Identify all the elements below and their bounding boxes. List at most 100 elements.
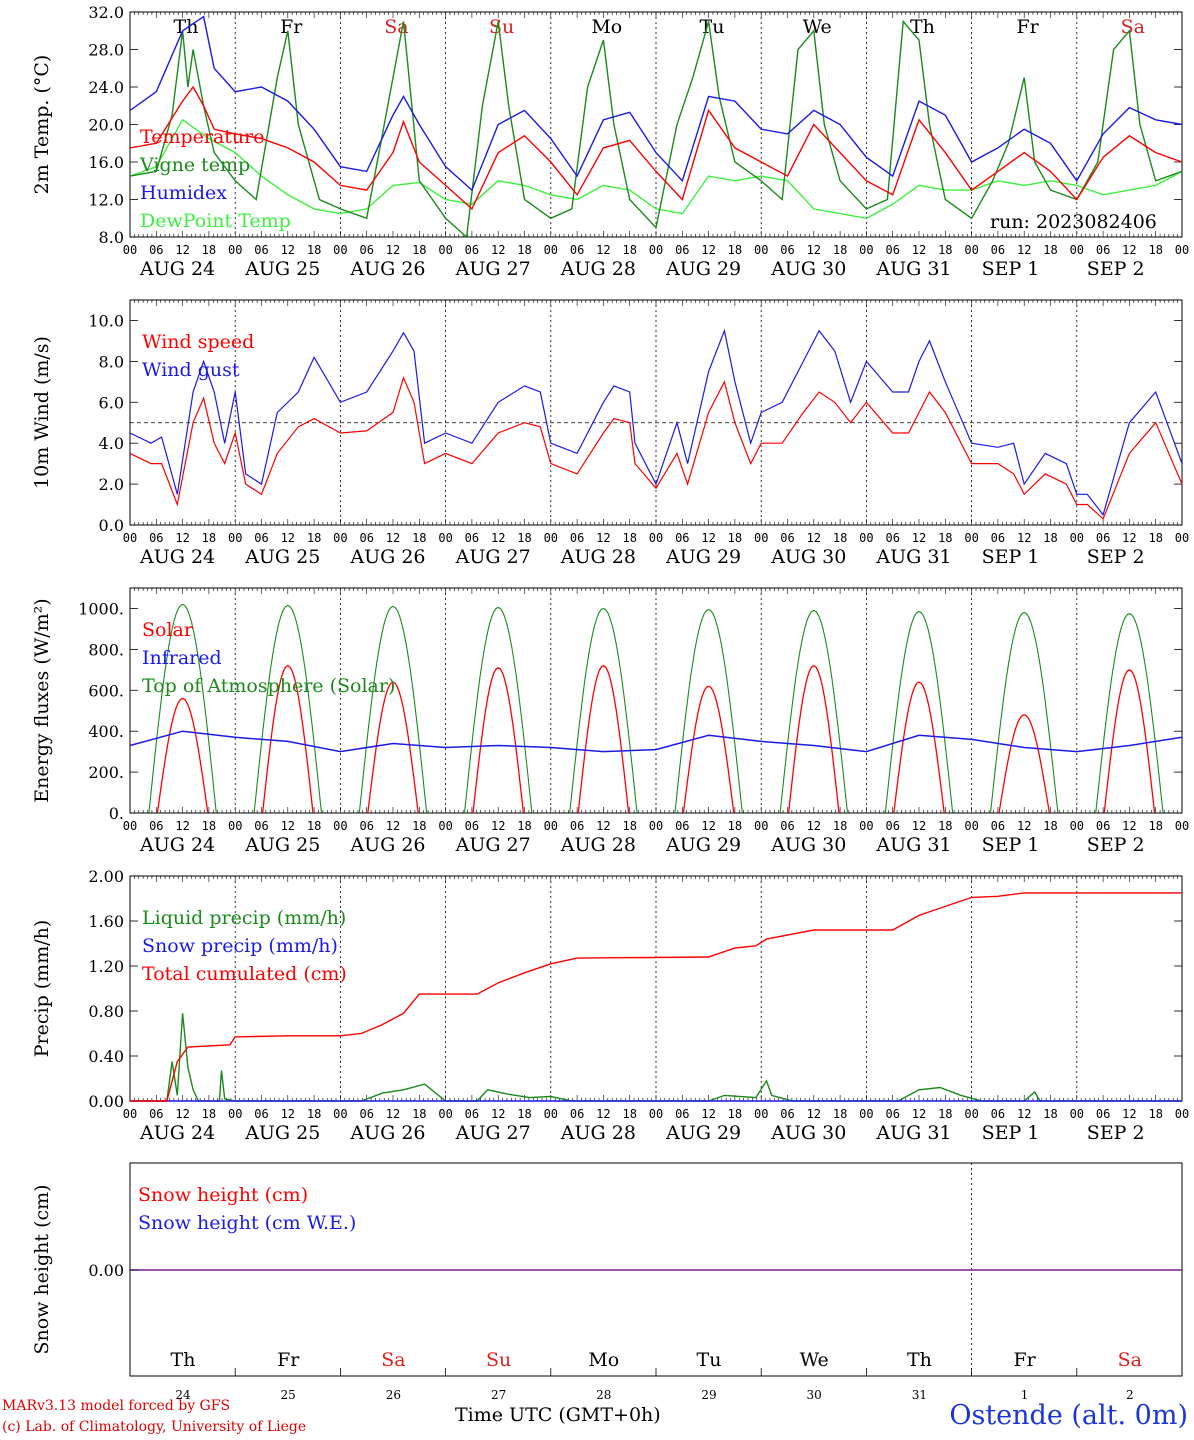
hour-tick-label: 18 (1043, 243, 1057, 257)
day-label: AUG 24 (139, 834, 215, 856)
hour-tick-label: 06 (991, 243, 1005, 257)
y-tick-label: 32.0 (88, 3, 124, 22)
y-tick-label: 400. (88, 722, 124, 741)
hour-tick-label: 18 (938, 531, 952, 545)
legend-snow-height-cm-w-e-: Snow height (cm W.E.) (138, 1212, 356, 1234)
hour-tick-label: 06 (570, 243, 584, 257)
day-label: AUG 26 (349, 258, 425, 280)
hour-tick-label: 12 (281, 1107, 295, 1121)
run-label: run: 2023082406 (990, 211, 1157, 233)
weekday-label: Th (907, 1349, 932, 1371)
y-tick-label: 0.80 (88, 1002, 124, 1021)
hour-tick-label: 06 (254, 1107, 268, 1121)
weekday-label: Sa (1121, 16, 1145, 38)
day-number-label: 27 (491, 1388, 506, 1402)
hour-tick-label: 06 (149, 1107, 163, 1121)
hour-tick-label: 12 (1122, 819, 1136, 833)
hour-tick-label: 00 (754, 819, 768, 833)
day-number-label: 29 (701, 1388, 716, 1402)
hour-tick-label: 06 (780, 531, 794, 545)
hour-tick-label: 06 (570, 819, 584, 833)
solar-arc (472, 667, 525, 814)
weekday-label: Sa (381, 1349, 405, 1371)
hour-tick-label: 12 (1017, 243, 1031, 257)
y-tick-label: 4.0 (99, 434, 124, 453)
hour-tick-label: 06 (780, 819, 794, 833)
y-tick-label: 24.0 (88, 78, 124, 97)
hour-tick-label: 00 (438, 1107, 452, 1121)
legend-total-cumulated-cm-: Total cumulated (cm) (142, 963, 347, 985)
y-tick-label: 800. (88, 640, 124, 659)
precip-series-total-cumulated-cm- (130, 892, 1182, 1102)
hour-tick-label: 06 (1096, 1107, 1110, 1121)
solar-arc (577, 664, 630, 814)
day-label: AUG 29 (665, 834, 741, 856)
weekday-label: Su (486, 1349, 511, 1371)
hour-tick-label: 00 (1070, 243, 1084, 257)
weekday-label: Mo (591, 16, 622, 38)
hour-tick-label: 12 (491, 243, 505, 257)
weekday-label: Th (910, 16, 935, 38)
solar-arc (156, 697, 209, 814)
day-number-label: 25 (281, 1388, 296, 1402)
hour-tick-label: 12 (175, 531, 189, 545)
temp-axis-title: 2m Temp. (°C) (31, 55, 53, 195)
hour-tick-label: 18 (1043, 531, 1057, 545)
hour-tick-label: 00 (544, 243, 558, 257)
solar-arc (893, 681, 945, 814)
toa-solar-arc (674, 608, 743, 814)
hour-tick-label: 00 (1175, 531, 1189, 545)
hour-tick-label: 12 (596, 243, 610, 257)
hour-tick-label: 06 (359, 1107, 373, 1121)
solar-arc (787, 664, 840, 814)
hour-tick-label: 00 (754, 243, 768, 257)
hour-tick-label: 00 (228, 819, 242, 833)
hour-tick-label: 12 (386, 243, 400, 257)
hour-tick-label: 00 (964, 819, 978, 833)
hour-tick-label: 06 (465, 243, 479, 257)
y-tick-label: 10.0 (88, 311, 124, 330)
day-label: AUG 30 (770, 546, 846, 568)
hour-tick-label: 06 (780, 243, 794, 257)
temp-series-humidex (129, 15, 1183, 192)
hour-tick-label: 12 (281, 819, 295, 833)
hour-tick-label: 00 (438, 531, 452, 545)
hour-tick-label: 12 (596, 819, 610, 833)
toa-solar-arc (884, 610, 954, 814)
hour-tick-label: 00 (228, 531, 242, 545)
hour-tick-label: 18 (938, 819, 952, 833)
hour-tick-label: 00 (1175, 819, 1189, 833)
y-tick-label: 2.00 (88, 867, 124, 886)
hour-tick-label: 00 (544, 531, 558, 545)
day-label: AUG 25 (244, 834, 320, 856)
hour-tick-label: 06 (359, 819, 373, 833)
day-label: AUG 24 (139, 258, 215, 280)
day-number-label: 28 (596, 1388, 611, 1402)
hour-tick-label: 12 (912, 531, 926, 545)
y-tick-label: 0. (109, 804, 124, 823)
hour-tick-label: 18 (202, 243, 216, 257)
day-label: SEP 2 (1087, 546, 1145, 568)
toa-solar-arc (253, 604, 323, 814)
hour-tick-label: 12 (912, 243, 926, 257)
legend-snow-precip-mm-h-: Snow precip (mm/h) (142, 935, 338, 957)
solar-arc (682, 685, 735, 814)
hour-tick-label: 18 (307, 1107, 321, 1121)
hour-tick-label: 12 (386, 531, 400, 545)
y-tick-label: 1.20 (88, 957, 124, 976)
hour-tick-label: 06 (570, 1107, 584, 1121)
toa-solar-arc (779, 609, 849, 814)
legend-dewpoint-temp: DewPoint Temp (140, 210, 291, 232)
legend-vigne-temp: Vigne temp (139, 154, 250, 176)
day-label: SEP 2 (1087, 834, 1145, 856)
hour-tick-label: 12 (1122, 243, 1136, 257)
day-label: AUG 28 (560, 1122, 636, 1144)
hour-tick-label: 00 (649, 243, 663, 257)
y-tick-label: 0.0 (99, 516, 124, 535)
hour-tick-label: 00 (754, 531, 768, 545)
day-label: AUG 31 (875, 258, 951, 280)
hour-tick-label: 18 (307, 531, 321, 545)
temp-series-dewpoint-temp (129, 118, 1183, 220)
hour-tick-label: 18 (728, 243, 742, 257)
day-label: AUG 25 (244, 258, 320, 280)
